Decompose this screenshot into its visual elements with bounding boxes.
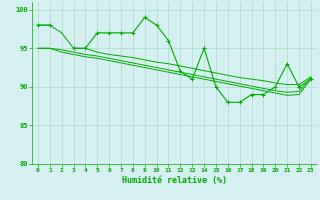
X-axis label: Humidité relative (%): Humidité relative (%) <box>122 176 227 185</box>
